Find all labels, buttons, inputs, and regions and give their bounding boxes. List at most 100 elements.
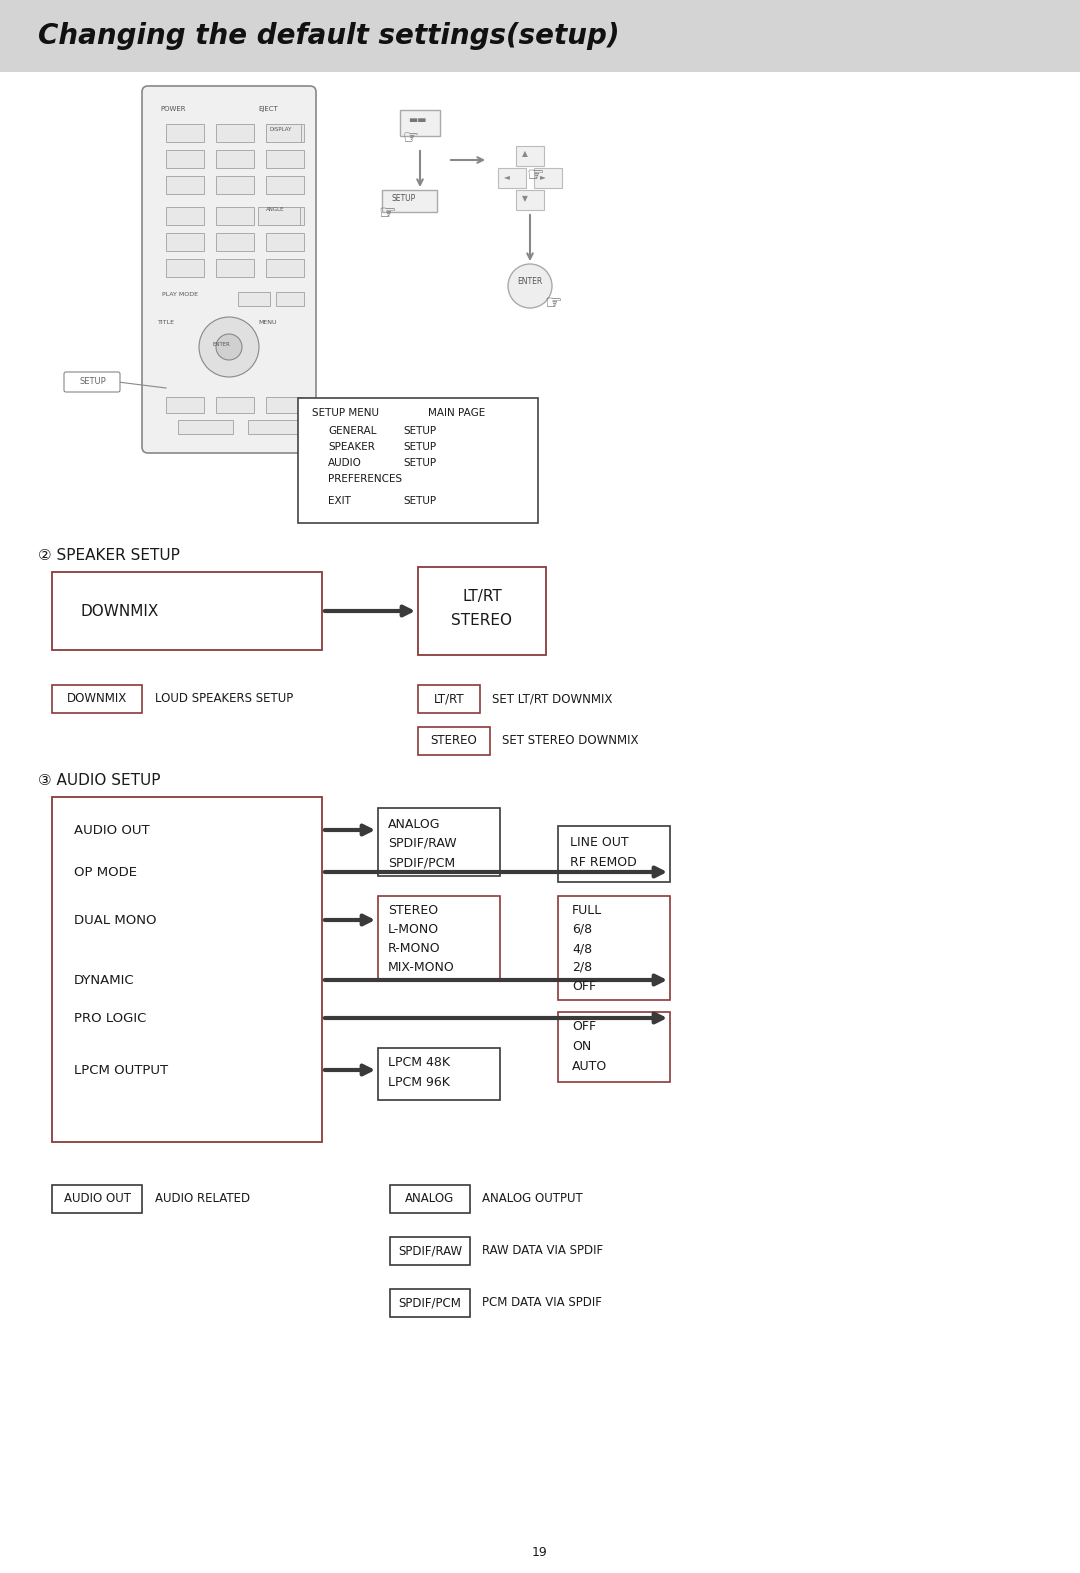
Text: ③ AUDIO SETUP: ③ AUDIO SETUP: [38, 772, 161, 788]
Bar: [266, 208, 303, 225]
Bar: [558, 897, 670, 1000]
Text: DISPLAY: DISPLAY: [270, 127, 293, 132]
Text: MIX-MONO: MIX-MONO: [388, 961, 455, 974]
Text: LPCM OUTPUT: LPCM OUTPUT: [75, 1063, 168, 1076]
Bar: [52, 573, 322, 650]
Text: SPDIF/PCM: SPDIF/PCM: [388, 856, 455, 868]
Text: DOWNMIX: DOWNMIX: [80, 604, 159, 618]
Bar: [216, 149, 254, 168]
Text: DOWNMIX: DOWNMIX: [67, 692, 127, 706]
Text: PLAY MODE: PLAY MODE: [162, 293, 198, 297]
Text: ▲: ▲: [522, 149, 528, 157]
Bar: [516, 146, 544, 167]
Bar: [298, 398, 538, 522]
Bar: [248, 420, 303, 434]
Text: GENERAL: GENERAL: [328, 426, 377, 436]
Bar: [216, 208, 254, 225]
Text: L-MONO: L-MONO: [388, 923, 440, 936]
Text: SPEAKER: SPEAKER: [328, 442, 375, 451]
Bar: [418, 727, 490, 755]
Bar: [378, 1048, 500, 1100]
Bar: [216, 396, 254, 414]
Text: DYNAMIC: DYNAMIC: [75, 974, 135, 986]
Text: ☞: ☞: [378, 204, 395, 223]
Bar: [266, 396, 303, 414]
Text: ② SPEAKER SETUP: ② SPEAKER SETUP: [38, 547, 180, 563]
Text: PCM DATA VIA SPDIF: PCM DATA VIA SPDIF: [482, 1296, 602, 1309]
Bar: [216, 176, 254, 193]
Text: TITLE: TITLE: [158, 319, 175, 326]
Text: SET LT/RT DOWNMIX: SET LT/RT DOWNMIX: [492, 692, 612, 706]
Bar: [166, 124, 204, 142]
Text: DUAL MONO: DUAL MONO: [75, 914, 157, 926]
Text: MENU: MENU: [258, 319, 276, 326]
Bar: [266, 124, 301, 142]
Text: SETUP: SETUP: [403, 495, 436, 507]
Bar: [276, 293, 303, 307]
Text: STEREO: STEREO: [451, 613, 513, 628]
Text: ANALOG: ANALOG: [405, 1192, 455, 1205]
Text: 4/8: 4/8: [572, 942, 592, 955]
Text: SETUP: SETUP: [403, 458, 436, 469]
Text: AUDIO OUT: AUDIO OUT: [75, 824, 150, 837]
Bar: [266, 124, 303, 142]
Bar: [266, 233, 303, 252]
Bar: [266, 149, 303, 168]
Text: LT/RT: LT/RT: [462, 588, 502, 604]
Bar: [166, 233, 204, 252]
Text: ANGLE: ANGLE: [266, 208, 284, 212]
Bar: [418, 684, 480, 713]
Text: AUTO: AUTO: [572, 1060, 607, 1073]
Text: Changing the default settings(setup): Changing the default settings(setup): [38, 22, 620, 50]
Text: STEREO: STEREO: [431, 735, 477, 747]
Text: STEREO: STEREO: [388, 904, 438, 917]
Text: ▬▬: ▬▬: [408, 115, 427, 124]
Text: LT/RT: LT/RT: [434, 692, 464, 706]
Bar: [390, 1184, 470, 1213]
Text: POWER: POWER: [160, 105, 186, 112]
Bar: [558, 1011, 670, 1082]
Bar: [166, 260, 204, 277]
Bar: [390, 1236, 470, 1265]
Text: R-MONO: R-MONO: [388, 942, 441, 955]
Text: PREFERENCES: PREFERENCES: [328, 473, 402, 484]
Bar: [266, 176, 303, 193]
Text: 19: 19: [532, 1546, 548, 1559]
Bar: [52, 1184, 141, 1213]
Text: EXIT: EXIT: [328, 495, 351, 507]
Text: OFF: OFF: [572, 980, 596, 993]
Text: SPDIF/PCM: SPDIF/PCM: [399, 1296, 461, 1309]
Text: RAW DATA VIA SPDIF: RAW DATA VIA SPDIF: [482, 1244, 603, 1257]
Bar: [418, 566, 546, 654]
Circle shape: [508, 264, 552, 308]
Bar: [238, 293, 270, 307]
Circle shape: [199, 318, 259, 378]
Bar: [52, 684, 141, 713]
Bar: [216, 124, 254, 142]
Text: ON: ON: [572, 1040, 591, 1052]
Text: AUDIO: AUDIO: [328, 458, 362, 469]
Bar: [378, 809, 500, 876]
Text: ANALOG: ANALOG: [388, 818, 441, 831]
Text: SET STEREO DOWNMIX: SET STEREO DOWNMIX: [502, 735, 638, 747]
Text: ☞: ☞: [526, 167, 543, 186]
Bar: [52, 798, 322, 1142]
Circle shape: [216, 333, 242, 360]
Text: SETUP: SETUP: [80, 378, 106, 387]
Text: 6/8: 6/8: [572, 923, 592, 936]
Text: ▼: ▼: [522, 193, 528, 203]
Bar: [382, 190, 437, 212]
Bar: [216, 233, 254, 252]
Text: RF REMOD: RF REMOD: [570, 856, 637, 868]
Bar: [400, 110, 440, 135]
Bar: [498, 168, 526, 189]
Text: LPCM 96K: LPCM 96K: [388, 1076, 450, 1089]
Text: PRO LOGIC: PRO LOGIC: [75, 1011, 147, 1024]
Text: SPDIF/RAW: SPDIF/RAW: [397, 1244, 462, 1257]
Text: ENTER: ENTER: [517, 277, 542, 286]
Text: MAIN PAGE: MAIN PAGE: [428, 407, 485, 418]
Text: EJECT: EJECT: [258, 105, 278, 112]
Bar: [166, 396, 204, 414]
Bar: [166, 176, 204, 193]
Text: SETUP: SETUP: [392, 193, 416, 203]
